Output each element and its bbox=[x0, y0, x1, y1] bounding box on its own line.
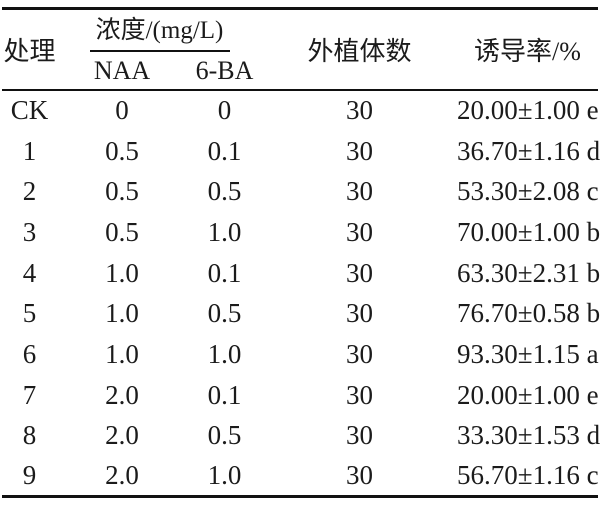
table-row: 9 2.0 1.0 30 56.70±1.16 c bbox=[2, 456, 599, 497]
cell-naa: 1.0 bbox=[105, 338, 139, 369]
table-row: 4 1.0 0.1 30 63.30±2.31 b bbox=[2, 253, 600, 294]
cell-induction: 20.00±1.00 e bbox=[457, 379, 599, 410]
cell-induction: 70.00±1.00 b bbox=[457, 216, 600, 247]
table-row: CK 0 0 30 20.00±1.00 e bbox=[2, 90, 599, 131]
cell-explants: 30 bbox=[346, 420, 373, 451]
table-body: CK 0 0 30 20.00±1.00 e 1 0.5 0.1 30 36.7… bbox=[2, 90, 600, 497]
cell-naa: 1.0 bbox=[105, 257, 139, 288]
cell-explants: 30 bbox=[346, 95, 373, 126]
cell-treatment: 8 bbox=[22, 420, 37, 451]
cell-explants: 30 bbox=[346, 216, 373, 247]
cell-6ba: 0.5 bbox=[207, 298, 242, 329]
cell-explants: 30 bbox=[346, 298, 373, 329]
cell-induction: 93.30±1.15 a bbox=[457, 338, 599, 369]
cell-treatment: 1 bbox=[22, 135, 37, 166]
cell-naa: 0.5 bbox=[105, 176, 139, 207]
cell-explants: 30 bbox=[346, 379, 373, 410]
cell-treatment: 5 bbox=[22, 298, 37, 329]
cell-6ba: 0.5 bbox=[207, 420, 242, 451]
table-row: 5 1.0 0.5 30 76.70±0.58 b bbox=[2, 293, 600, 334]
cell-naa: 2.0 bbox=[105, 420, 139, 451]
cell-treatment: 6 bbox=[22, 338, 37, 369]
cell-treatment: 9 bbox=[22, 460, 37, 491]
cell-6ba: 0.1 bbox=[207, 379, 242, 410]
cell-treatment: 4 bbox=[22, 257, 37, 288]
header-concentration-label: 浓度/(mg/L) bbox=[89, 10, 230, 52]
cell-explants: 30 bbox=[346, 135, 373, 166]
cell-6ba: 0.5 bbox=[207, 176, 242, 207]
cell-explants: 30 bbox=[346, 176, 373, 207]
cell-6ba: 0.1 bbox=[207, 257, 242, 288]
cell-naa: 0 bbox=[115, 95, 129, 126]
cell-treatment: CK bbox=[10, 95, 49, 126]
table-row: 2 0.5 0.5 30 53.30±2.08 c bbox=[2, 171, 599, 212]
cell-induction: 20.00±1.00 e bbox=[457, 95, 599, 126]
cell-treatment: 2 bbox=[22, 176, 37, 207]
header-row-sub: NAA 6-BA bbox=[2, 52, 598, 91]
header-treatment: 处理 bbox=[2, 8, 57, 91]
header-row-top: 处理 浓度/(mg/L) 外植体数 诱导率/% bbox=[2, 8, 598, 91]
cell-naa: 0.5 bbox=[105, 216, 139, 247]
cell-naa: 0.5 bbox=[105, 135, 139, 166]
cell-induction: 36.70±1.16 d bbox=[457, 135, 600, 166]
cell-6ba: 1.0 bbox=[207, 216, 242, 247]
cell-6ba: 1.0 bbox=[207, 338, 242, 369]
cell-explants: 30 bbox=[346, 338, 373, 369]
cell-induction: 76.70±0.58 b bbox=[457, 298, 600, 329]
header-6ba: 6-BA bbox=[187, 52, 262, 91]
table-container: 处理 浓度/(mg/L) 外植体数 诱导率/% NAA 6-BA CK 0 0 … bbox=[2, 7, 600, 499]
cell-explants: 30 bbox=[346, 257, 373, 288]
cell-naa: 2.0 bbox=[105, 460, 139, 491]
cell-induction: 63.30±2.31 b bbox=[457, 257, 600, 288]
cell-explants: 30 bbox=[346, 460, 373, 491]
cell-naa: 1.0 bbox=[105, 298, 139, 329]
header-naa: NAA bbox=[57, 52, 187, 91]
cell-induction: 56.70±1.16 c bbox=[457, 460, 599, 491]
table-header: 处理 浓度/(mg/L) 外植体数 诱导率/% NAA 6-BA bbox=[2, 8, 598, 91]
cell-6ba: 0 bbox=[217, 95, 232, 126]
cell-6ba: 1.0 bbox=[207, 460, 242, 491]
cell-induction: 53.30±2.08 c bbox=[457, 176, 599, 207]
cell-induction: 33.30±1.53 d bbox=[457, 420, 600, 451]
induction-rate-table: 处理 浓度/(mg/L) 外植体数 诱导率/% NAA 6-BA CK 0 0 … bbox=[2, 7, 600, 499]
cell-treatment: 7 bbox=[22, 379, 37, 410]
header-induction-rate: 诱导率/% bbox=[457, 8, 598, 91]
header-concentration-group: 浓度/(mg/L) bbox=[57, 9, 262, 52]
header-explant-count: 外植体数 bbox=[262, 8, 457, 91]
cell-6ba: 0.1 bbox=[207, 135, 242, 166]
cell-treatment: 3 bbox=[22, 216, 37, 247]
table-row: 6 1.0 1.0 30 93.30±1.15 a bbox=[2, 334, 599, 375]
table-row: 8 2.0 0.5 30 33.30±1.53 d bbox=[2, 416, 600, 457]
table-row: 1 0.5 0.1 30 36.70±1.16 d bbox=[2, 131, 600, 172]
cell-naa: 2.0 bbox=[105, 379, 139, 410]
table-row: 7 2.0 0.1 30 20.00±1.00 e bbox=[2, 375, 599, 416]
table-row: 3 0.5 1.0 30 70.00±1.00 b bbox=[2, 212, 600, 253]
